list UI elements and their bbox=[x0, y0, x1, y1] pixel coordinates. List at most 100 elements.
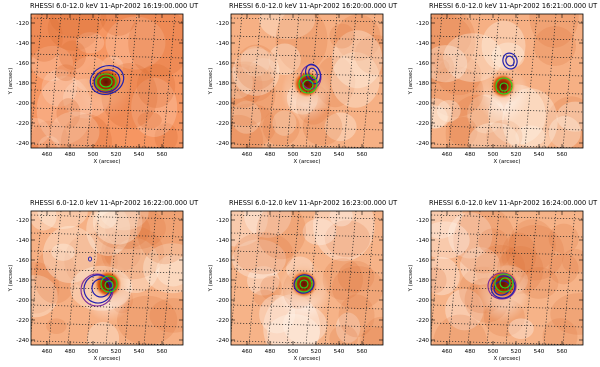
x-tick-label: 460 bbox=[442, 349, 453, 355]
x-axis-label: X (arcsec) bbox=[493, 159, 520, 165]
panel-title: RHESSI 6.0-12.0 keV 11-Apr-2002 16:22:00… bbox=[30, 199, 199, 207]
heliographic-grid bbox=[431, 14, 583, 148]
contour-overlay bbox=[298, 63, 322, 94]
y-tick-label: -180 bbox=[16, 278, 29, 284]
y-tick-label: -160 bbox=[16, 61, 29, 67]
x-tick-label: 480 bbox=[265, 152, 276, 158]
x-tick-label: 500 bbox=[288, 152, 299, 158]
x-tick-label: 560 bbox=[557, 349, 568, 355]
x-tick-label: 520 bbox=[111, 349, 122, 355]
x-tick-label: 480 bbox=[465, 349, 476, 355]
y-tick-label: -220 bbox=[16, 318, 29, 324]
heliographic-grid bbox=[431, 211, 583, 345]
y-tick-label: -240 bbox=[16, 141, 29, 147]
y-axis-label: Y (arcsec) bbox=[208, 265, 214, 293]
y-tick-label: -240 bbox=[216, 338, 229, 344]
xray-image bbox=[231, 14, 383, 148]
plot-frame bbox=[30, 13, 184, 149]
y-tick-label: -140 bbox=[216, 238, 229, 244]
y-axis-label: Y (arcsec) bbox=[208, 68, 214, 96]
plot-frame bbox=[30, 210, 184, 346]
y-tick-label: -220 bbox=[216, 318, 229, 324]
y-axis-label: Y (arcsec) bbox=[8, 265, 14, 293]
y-axis-label: Y (arcsec) bbox=[408, 265, 414, 293]
y-tick-label: -240 bbox=[416, 141, 429, 147]
x-tick-label: 560 bbox=[357, 152, 368, 158]
x-tick-label: 480 bbox=[265, 349, 276, 355]
xray-image bbox=[31, 211, 183, 345]
x-tick-label: 540 bbox=[134, 152, 145, 158]
y-tick-label: -240 bbox=[416, 338, 429, 344]
x-tick-label: 540 bbox=[334, 349, 345, 355]
y-axis-label: Y (arcsec) bbox=[8, 68, 14, 96]
x-tick-label: 560 bbox=[557, 152, 568, 158]
x-tick-label: 460 bbox=[242, 349, 253, 355]
x-axis-label: X (arcsec) bbox=[93, 159, 120, 165]
x-tick-label: 460 bbox=[42, 349, 53, 355]
x-tick-label: 500 bbox=[488, 349, 499, 355]
contour-overlay bbox=[293, 274, 315, 294]
plot-frame bbox=[230, 13, 384, 149]
contour-overlay bbox=[487, 272, 517, 300]
x-tick-label: 480 bbox=[65, 349, 76, 355]
xray-image bbox=[431, 211, 583, 345]
y-tick-label: -160 bbox=[16, 258, 29, 264]
x-tick-label: 540 bbox=[134, 349, 145, 355]
y-tick-label: -180 bbox=[216, 278, 229, 284]
x-tick-label: 540 bbox=[334, 152, 345, 158]
y-tick-label: -120 bbox=[416, 21, 429, 27]
y-tick-label: -120 bbox=[216, 218, 229, 224]
panel-title: RHESSI 6.0-12.0 keV 11-Apr-2002 16:19:00… bbox=[30, 2, 199, 10]
x-tick-label: 520 bbox=[511, 349, 522, 355]
y-tick-label: -160 bbox=[216, 61, 229, 67]
panel-title: RHESSI 6.0-12.0 keV 11-Apr-2002 16:23:00… bbox=[229, 199, 398, 207]
y-tick-label: -200 bbox=[416, 298, 429, 304]
map-panel: RHESSI 6.0-12.0 keV 11-Apr-2002 16:19:00… bbox=[8, 2, 199, 165]
plot-frame bbox=[430, 13, 584, 149]
x-tick-label: 560 bbox=[357, 349, 368, 355]
y-tick-label: -120 bbox=[16, 218, 29, 224]
y-tick-label: -160 bbox=[416, 258, 429, 264]
x-tick-label: 560 bbox=[157, 152, 168, 158]
map-panel: RHESSI 6.0-12.0 keV 11-Apr-2002 16:24:00… bbox=[408, 199, 598, 362]
x-axis-label: X (arcsec) bbox=[493, 356, 520, 362]
y-tick-label: -200 bbox=[16, 298, 29, 304]
y-tick-label: -220 bbox=[16, 121, 29, 127]
x-tick-label: 520 bbox=[511, 152, 522, 158]
plot-frame bbox=[430, 210, 584, 346]
x-axis-label: X (arcsec) bbox=[293, 159, 320, 165]
plot-frame bbox=[230, 210, 384, 346]
y-tick-label: -140 bbox=[416, 238, 429, 244]
map-panel: RHESSI 6.0-12.0 keV 11-Apr-2002 16:23:00… bbox=[208, 199, 398, 362]
contour-overlay bbox=[89, 65, 125, 95]
x-tick-label: 460 bbox=[242, 152, 253, 158]
x-tick-label: 540 bbox=[534, 152, 545, 158]
y-tick-label: -140 bbox=[216, 41, 229, 47]
y-tick-label: -200 bbox=[416, 101, 429, 107]
x-axis-label: X (arcsec) bbox=[293, 356, 320, 362]
contour-overlay bbox=[80, 256, 118, 307]
panel-title: RHESSI 6.0-12.0 keV 11-Apr-2002 16:21:00… bbox=[429, 2, 598, 10]
xray-image bbox=[231, 211, 383, 345]
xray-image bbox=[431, 14, 583, 148]
x-tick-label: 500 bbox=[488, 152, 499, 158]
x-tick-label: 480 bbox=[465, 152, 476, 158]
y-tick-label: -180 bbox=[216, 81, 229, 87]
y-tick-label: -200 bbox=[216, 101, 229, 107]
x-tick-label: 520 bbox=[311, 349, 322, 355]
y-tick-label: -200 bbox=[216, 298, 229, 304]
panel-title: RHESSI 6.0-12.0 keV 11-Apr-2002 16:24:00… bbox=[429, 199, 598, 207]
y-tick-label: -200 bbox=[16, 101, 29, 107]
y-tick-label: -140 bbox=[16, 238, 29, 244]
y-tick-label: -180 bbox=[16, 81, 29, 87]
heliographic-grid bbox=[231, 14, 383, 148]
y-tick-label: -240 bbox=[216, 141, 229, 147]
y-tick-label: -140 bbox=[416, 41, 429, 47]
y-tick-label: -220 bbox=[216, 121, 229, 127]
map-panel: RHESSI 6.0-12.0 keV 11-Apr-2002 16:21:00… bbox=[408, 2, 598, 165]
x-tick-label: 460 bbox=[442, 152, 453, 158]
y-tick-label: -140 bbox=[16, 41, 29, 47]
x-tick-label: 460 bbox=[42, 152, 53, 158]
map-panel: RHESSI 6.0-12.0 keV 11-Apr-2002 16:22:00… bbox=[8, 199, 199, 362]
